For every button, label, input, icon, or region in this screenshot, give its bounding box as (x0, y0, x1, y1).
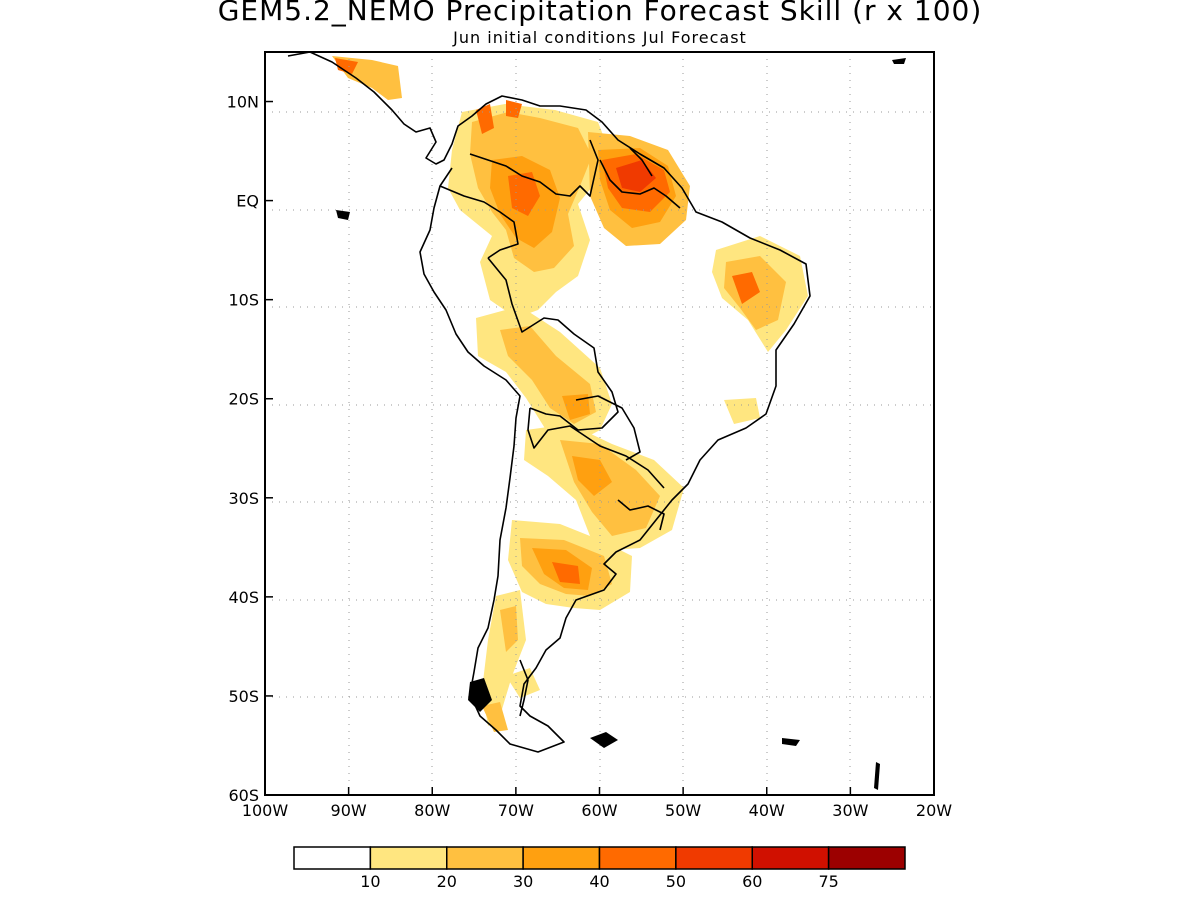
x-tick-label: 70W (498, 801, 534, 820)
colorbar: 10 20 30 40 50 60 75 (293, 846, 906, 891)
x-tick-label: 90W (331, 801, 367, 820)
colorbar-swatch (675, 846, 753, 870)
colorbar-label: 75 (818, 872, 838, 891)
colorbar-swatch (827, 846, 906, 870)
x-tick-label: 50W (665, 801, 701, 820)
x-tick-label: 40W (749, 801, 785, 820)
map-subtitle: Jun initial conditions Jul Forecast (453, 28, 747, 47)
islands (336, 58, 906, 790)
y-tick-label: 40S (228, 588, 259, 607)
colorbar-label: 20 (437, 872, 457, 891)
x-tick-label: 100W (242, 801, 289, 820)
x-tick-label: 30W (832, 801, 868, 820)
colorbar-label: 10 (360, 872, 380, 891)
x-tick-label: 80W (414, 801, 450, 820)
y-axis: 10N EQ 10S 20S 30S 40S 50S 60S (227, 93, 273, 805)
y-tick-label: 20S (228, 390, 259, 409)
x-tick-label: 20W (916, 801, 952, 820)
x-tick-label: 60W (581, 801, 617, 820)
colorbar-swatch (522, 846, 601, 870)
y-tick-label: 10S (228, 291, 259, 310)
y-tick-label: 60S (228, 786, 259, 805)
colorbar-label: 30 (513, 872, 533, 891)
coastlines (287, 52, 811, 753)
colorbar-swatch (446, 846, 524, 870)
colorbar-swatch (598, 846, 677, 870)
y-tick-label: 50S (228, 687, 259, 706)
colorbar-label: 60 (742, 872, 762, 891)
colorbar-label: 50 (666, 872, 686, 891)
colorbar-swatch (293, 846, 372, 870)
colorbar-swatch (369, 846, 448, 870)
y-tick-label: 30S (228, 489, 259, 508)
x-axis: 100W 90W 80W 70W 60W 50W 40W 30W 20W (242, 787, 952, 820)
map-title: GEM5.2_NEMO Precipitation Forecast Skill… (217, 0, 983, 27)
y-tick-label: EQ (236, 192, 259, 211)
colorbar-swatch (751, 846, 830, 870)
skill-shading (332, 56, 808, 732)
y-tick-label: 10N (227, 93, 259, 112)
colorbar-label: 40 (589, 872, 609, 891)
